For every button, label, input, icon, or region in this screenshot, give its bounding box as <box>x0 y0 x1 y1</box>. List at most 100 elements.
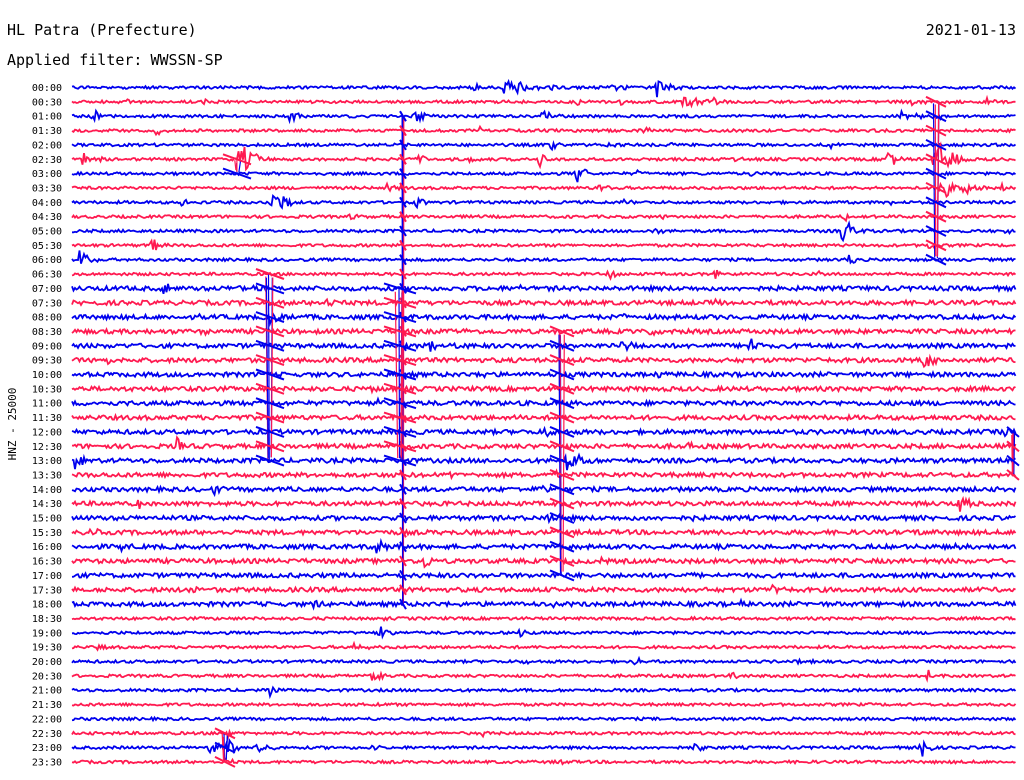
time-labels: 00:00 00:30 01:00 01:30 02:00 02:30 03:00 03:30… <box>32 83 62 768</box>
time-label: 18:30 <box>32 614 62 625</box>
time-label: 02:30 <box>32 155 62 166</box>
time-label: 01:00 <box>32 112 62 123</box>
trace-row-0100 <box>71 108 1016 125</box>
time-label: 09:00 <box>32 341 62 352</box>
time-label: 10:30 <box>32 384 62 395</box>
trace-row-1800 <box>71 597 1017 611</box>
trace-row-0730 <box>71 297 1017 308</box>
time-label: 22:00 <box>32 714 62 725</box>
event-spike <box>255 268 285 467</box>
time-label: 19:00 <box>32 628 62 639</box>
time-label: 15:30 <box>32 528 62 539</box>
time-label: 10:00 <box>32 370 62 381</box>
time-label: 02:00 <box>32 140 62 151</box>
time-label: 14:00 <box>32 485 62 496</box>
trace-row-1330 <box>71 468 1017 481</box>
time-label: 20:00 <box>32 657 62 668</box>
time-label: 12:00 <box>32 427 62 438</box>
time-label: 14:30 <box>32 499 62 510</box>
time-label: 17:00 <box>32 571 62 582</box>
time-label: 07:00 <box>32 284 62 295</box>
trace-row-1200 <box>71 425 1017 438</box>
event-spike <box>383 282 417 467</box>
time-label: 22:30 <box>32 729 62 740</box>
time-label: 01:30 <box>32 126 62 137</box>
trace-row-0930 <box>71 353 1016 369</box>
trace-row-1900 <box>71 626 1016 640</box>
time-label: 03:30 <box>32 183 62 194</box>
event-spike <box>925 95 947 266</box>
trace-row-1930 <box>71 640 1016 652</box>
time-label: 17:30 <box>32 585 62 596</box>
time-label: 04:00 <box>32 198 62 209</box>
trace-row-0430 <box>71 212 1017 223</box>
trace-row-0000 <box>71 78 1017 98</box>
filter-value: WWSSN-SP <box>150 51 223 69</box>
time-label: 05:30 <box>32 241 62 252</box>
time-label: 18:00 <box>32 600 62 611</box>
station-title: HL Patra (Prefecture) <box>7 21 197 39</box>
filter-label-text: Applied filter: <box>7 51 143 69</box>
time-label: 19:30 <box>32 643 62 654</box>
trace-row-0900 <box>71 338 1016 353</box>
time-label: 07:30 <box>32 298 62 309</box>
event-spike <box>549 325 575 582</box>
time-label: 11:00 <box>32 399 62 410</box>
trace-row-0500 <box>72 220 1016 243</box>
trace-row-1000 <box>71 369 1017 380</box>
trace-row-1830 <box>71 615 1016 622</box>
time-label: 09:30 <box>32 356 62 367</box>
time-label: 04:30 <box>32 212 62 223</box>
trace-row-0230 <box>71 141 1016 172</box>
event-spike <box>214 727 236 768</box>
trace-row-0530 <box>71 238 1016 251</box>
trace-row-1700 <box>71 571 1016 581</box>
trace-row-1130 <box>71 412 1016 423</box>
trace-row-0800 <box>71 311 1017 328</box>
trace-row-1600 <box>71 537 1017 554</box>
time-label: 05:00 <box>32 227 62 238</box>
time-label: 13:30 <box>32 470 62 481</box>
trace-row-2030 <box>71 669 1016 683</box>
time-label: 12:30 <box>32 442 62 453</box>
trace-row-1630 <box>71 555 1016 569</box>
time-label: 21:00 <box>32 686 62 697</box>
time-label: 13:00 <box>32 456 62 467</box>
trace-row-0200 <box>71 139 1017 152</box>
trace-row-0130 <box>71 124 1016 137</box>
time-label: 03:00 <box>32 169 62 180</box>
time-label: 23:00 <box>32 743 62 754</box>
trace-row-2230 <box>71 728 1016 741</box>
time-label: 16:00 <box>32 542 62 553</box>
filter-label: Applied filter: WWSSN-SP <box>7 50 223 70</box>
trace-row-0300 <box>71 168 1017 183</box>
trace-row-1230 <box>71 435 1017 451</box>
trace-row-1530 <box>71 527 1017 537</box>
trace-row-0830 <box>71 326 1016 337</box>
trace-row-1030 <box>71 384 1016 395</box>
time-label: 21:30 <box>32 700 62 711</box>
time-label: 08:00 <box>32 313 62 324</box>
trace-row-1730 <box>71 583 1016 596</box>
time-label: 23:30 <box>32 757 62 768</box>
trace-row-0330 <box>71 180 1017 199</box>
trace-row-2130 <box>71 701 1017 708</box>
trace-row-0700 <box>71 283 1017 295</box>
time-label: 00:30 <box>32 97 62 108</box>
trace-row-1400 <box>71 484 1017 498</box>
trace-row-2000 <box>71 655 1017 666</box>
trace-row-2200 <box>71 715 1017 723</box>
trace-row-2100 <box>71 685 1017 700</box>
event-spike <box>222 153 252 180</box>
trace-row-1430 <box>71 495 1017 512</box>
trace-row-0630 <box>71 269 1017 281</box>
trace-row-1500 <box>71 512 1017 525</box>
trace-row-0030 <box>71 94 1016 109</box>
time-label: 11:30 <box>32 413 62 424</box>
trace-row-2300 <box>71 738 1016 757</box>
event-spike <box>1006 426 1020 481</box>
trace-lines <box>71 78 1020 768</box>
time-label: 06:30 <box>32 270 62 281</box>
time-label: 08:30 <box>32 327 62 338</box>
